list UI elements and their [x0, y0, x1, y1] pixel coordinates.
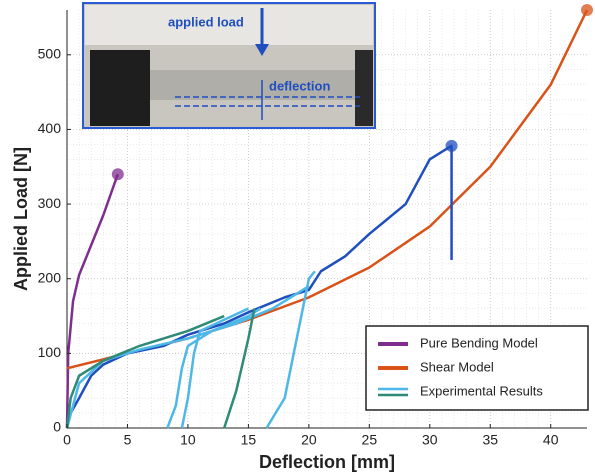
annotation: applied load	[168, 14, 244, 29]
y-tick-label: 200	[38, 269, 62, 285]
end-marker	[581, 4, 593, 16]
x-tick-label: 10	[180, 432, 196, 448]
y-tick-label: 100	[38, 344, 62, 360]
y-axis-title: Applied Load [N]	[11, 147, 31, 291]
data-line	[265, 270, 316, 429]
end-marker	[445, 139, 458, 152]
x-tick-label: 30	[422, 432, 438, 448]
x-tick-label: 15	[241, 432, 257, 448]
y-tick-label: 500	[38, 45, 62, 61]
legend-label: Experimental Results	[420, 383, 543, 398]
data-line	[223, 308, 256, 429]
data-line	[180, 307, 249, 429]
data-line	[65, 144, 453, 429]
x-tick-label: 5	[124, 432, 132, 448]
annotation: deflection	[269, 78, 330, 93]
legend-label: Shear Model	[420, 359, 494, 374]
x-tick-label: 40	[543, 432, 559, 448]
data-line	[65, 285, 310, 429]
y-tick-label: 0	[53, 419, 61, 435]
x-axis-title: Deflection [mm]	[259, 452, 395, 472]
x-tick-label: 20	[301, 432, 317, 448]
y-tick-label: 400	[38, 120, 62, 136]
data-line	[166, 307, 262, 429]
x-tick-label: 0	[63, 432, 71, 448]
data-line	[65, 314, 225, 429]
y-tick-label: 300	[38, 195, 62, 211]
legend-label: Pure Bending Model	[420, 335, 538, 350]
end-marker	[111, 168, 124, 181]
x-tick-label: 25	[362, 432, 378, 448]
inset-photo	[82, 2, 376, 129]
x-tick-label: 35	[482, 432, 498, 448]
